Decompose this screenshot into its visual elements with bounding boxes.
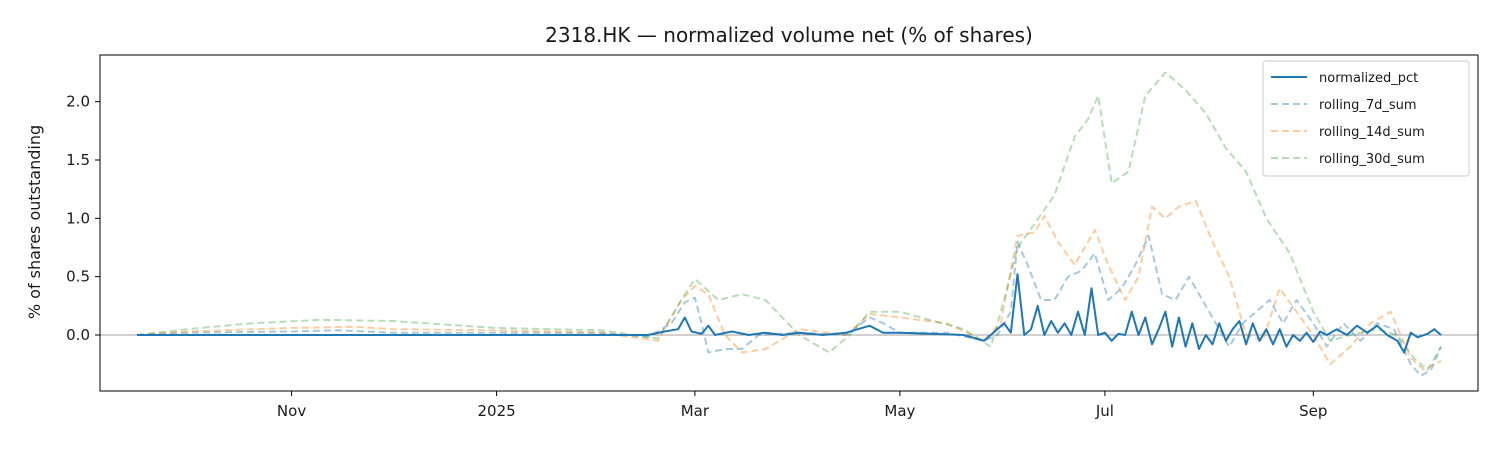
y-tick-label: 1.0 [66, 209, 90, 227]
legend-label: normalized_pct [1319, 71, 1418, 86]
x-tick-label: 2025 [478, 402, 516, 420]
y-axis-label: % of shares outstanding [25, 125, 44, 319]
plot-frame [99, 54, 1479, 392]
y-tick-label: 1.5 [66, 151, 90, 169]
series-line-rolling-30d-sum [136, 71, 1442, 371]
chart-title: 2318.HK — normalized volume net (% of sh… [545, 23, 1033, 47]
x-tick-label: Jul [1095, 402, 1114, 420]
x-tick-label: May [884, 402, 915, 420]
legend-label: rolling_7d_sum [1319, 98, 1417, 113]
y-axis: 0.0 0.5 1.0 1.5 2.0 [66, 93, 100, 344]
x-tick-label: Mar [681, 402, 710, 420]
x-axis: Nov 2025 Mar May Jul Sep [277, 391, 1327, 420]
series-line-rolling-7d-sum [136, 234, 1442, 377]
series-line-rolling-14d-sum [136, 199, 1442, 371]
x-tick-label: Nov [277, 402, 306, 420]
y-tick-label: 2.0 [66, 93, 90, 111]
series-line-normalized-pct [137, 273, 1442, 354]
legend-label: rolling_30d_sum [1319, 152, 1425, 167]
legend: normalized_pct rolling_7d_sum rolling_14d_… [1262, 60, 1470, 177]
x-tick-label: Sep [1299, 402, 1327, 420]
legend-box [1262, 60, 1470, 177]
y-tick-label: 0.5 [66, 268, 90, 286]
series-layer [136, 71, 1442, 377]
y-tick-label: 0.0 [66, 326, 90, 344]
legend-label: rolling_14d_sum [1319, 125, 1425, 140]
